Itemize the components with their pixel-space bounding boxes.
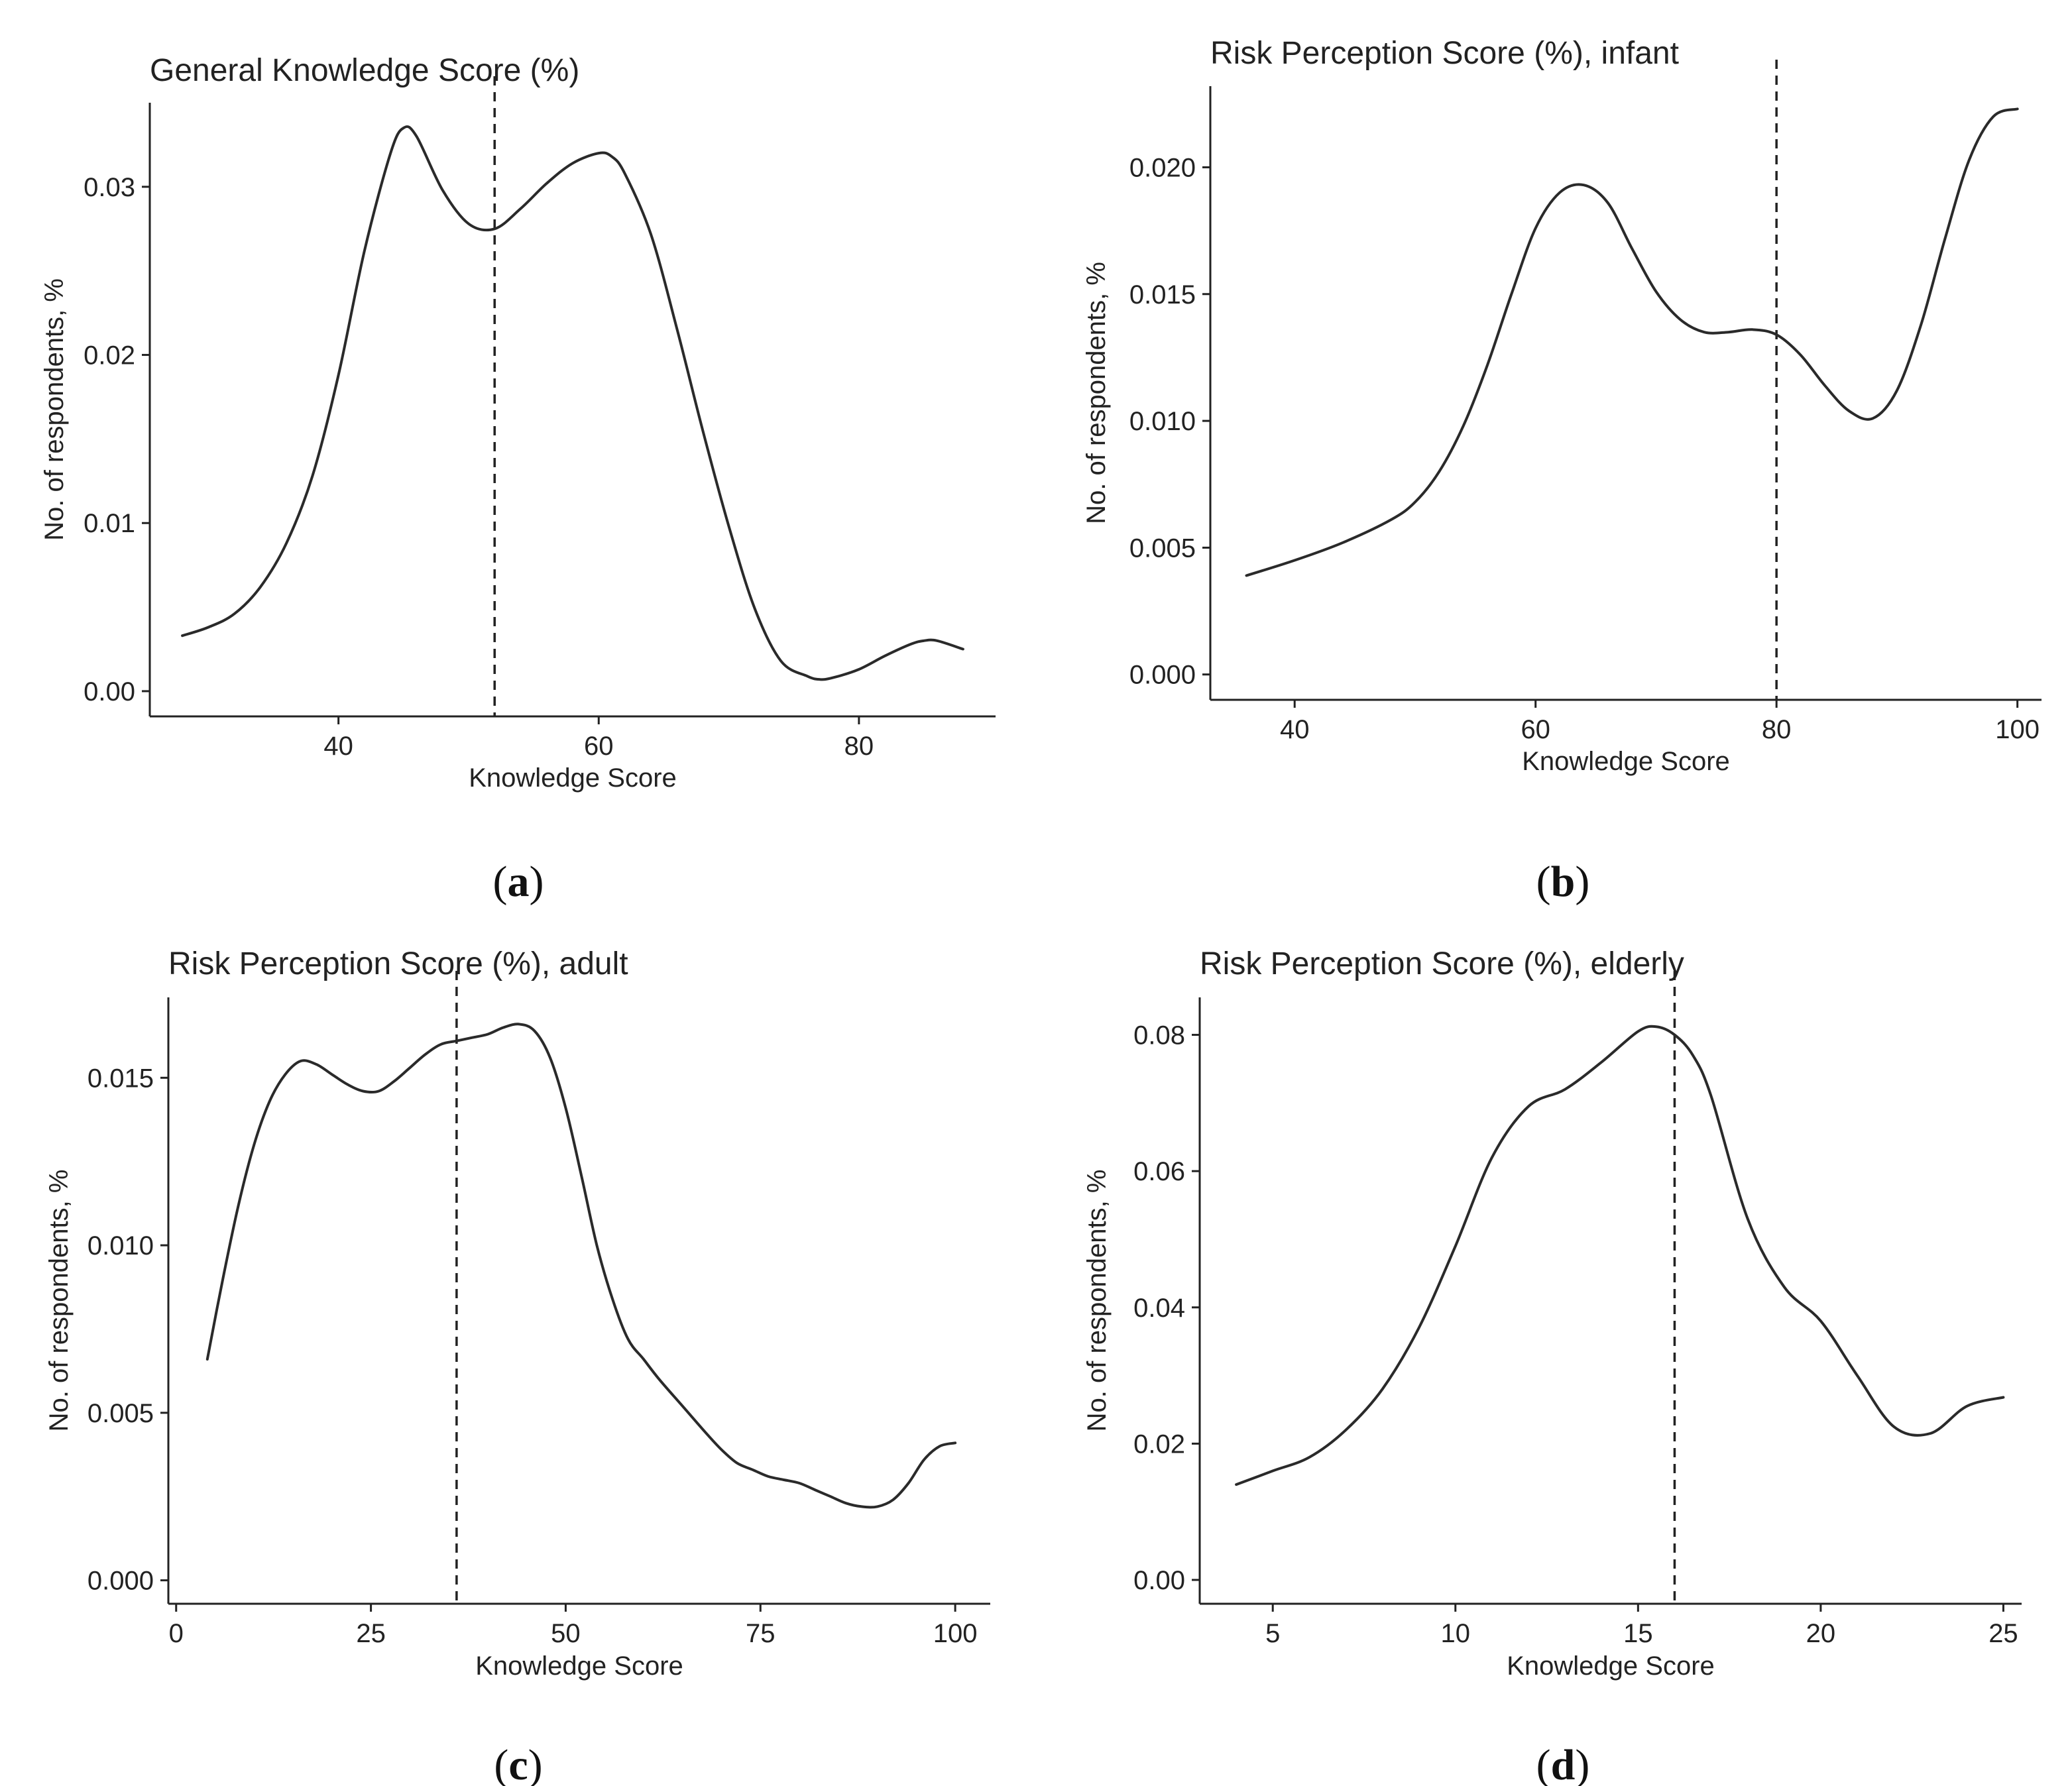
- panel-caption: (d): [1536, 1741, 1590, 1786]
- caption-close-paren: ): [1575, 858, 1589, 906]
- y-tick-label: 0.04: [1133, 1294, 1185, 1323]
- x-axis-label: Knowledge Score: [475, 1651, 683, 1681]
- chart-panel-c: Risk Perception Score (%), adult 0.000 0.0…: [44, 946, 990, 1786]
- x-tick-label: 40: [323, 732, 353, 761]
- x-tick-label: 60: [1521, 715, 1550, 744]
- y-axis-label: No. of respondents, %: [40, 278, 69, 541]
- y-tick-label: 0.020: [1129, 153, 1196, 182]
- caption-open-paren: (: [1536, 1741, 1551, 1786]
- caption-open-paren: (: [494, 1741, 508, 1786]
- density-curve: [205, 1023, 957, 1509]
- x-tick-label: 15: [1623, 1619, 1653, 1648]
- x-tick-label: 50: [551, 1619, 581, 1648]
- density-curve: [1235, 1025, 2005, 1486]
- y-tick-label: 0.02: [1133, 1429, 1185, 1459]
- x-tick-label: 100: [1995, 715, 2040, 744]
- y-axis-label: No. of respondents, %: [1082, 262, 1111, 524]
- panel-caption: (a): [493, 858, 544, 906]
- caption-open-paren: (: [493, 858, 508, 906]
- y-tick-label: 0.005: [87, 1399, 154, 1428]
- y-axis-label: No. of respondents, %: [44, 1170, 74, 1432]
- chart-title: General Knowledge Score (%): [150, 53, 579, 88]
- x-tick-label: 25: [1988, 1619, 2018, 1648]
- x-tick-label: 100: [933, 1619, 978, 1648]
- x-tick-label: 80: [1762, 715, 1792, 744]
- chart-panel-a: General Knowledge Score (%) 0.00 0.01 0.02 0…: [40, 53, 996, 906]
- y-tick-label: 0.01: [84, 509, 135, 538]
- x-tick-label: 40: [1280, 715, 1310, 744]
- y-tick-label: 0.08: [1133, 1021, 1185, 1050]
- density-curve: [181, 125, 964, 681]
- y-tick-label: 0.00: [84, 677, 135, 706]
- x-axis-label: Knowledge Score: [1522, 747, 1730, 776]
- panel-caption: (c): [494, 1741, 542, 1786]
- caption-open-paren: (: [1536, 858, 1551, 906]
- x-tick-label: 5: [1265, 1619, 1280, 1648]
- y-tick-label: 0.005: [1129, 533, 1196, 563]
- y-tick-label: 0.02: [84, 341, 135, 370]
- density-curve: [1245, 107, 2019, 577]
- y-axis-label: No. of respondents, %: [1082, 1170, 1112, 1432]
- caption-close-paren: ): [530, 858, 544, 906]
- x-axis-label: Knowledge Score: [1507, 1651, 1715, 1681]
- caption-letter: d: [1551, 1741, 1576, 1786]
- x-tick-label: 20: [1806, 1619, 1836, 1648]
- chart-title: Risk Perception Score (%), elderly: [1200, 946, 1684, 981]
- caption-letter: b: [1551, 858, 1576, 906]
- x-tick-label: 25: [356, 1619, 386, 1648]
- chart-panel-d: Risk Perception Score (%), elderly 0.00 0.…: [1082, 946, 2022, 1786]
- y-tick-label: 0.000: [87, 1567, 154, 1596]
- x-tick-label: 60: [584, 732, 614, 761]
- y-tick-label: 0.010: [1129, 407, 1196, 436]
- chart-panel-b: Risk Perception Score (%), infant 0.000 0.…: [1082, 36, 2042, 906]
- y-tick-label: 0.03: [84, 173, 135, 202]
- y-tick-label: 0.010: [87, 1231, 154, 1260]
- y-tick-label: 0.000: [1129, 661, 1196, 690]
- caption-letter: a: [508, 858, 530, 906]
- x-tick-label: 75: [746, 1619, 776, 1648]
- x-tick-label: 0: [169, 1619, 184, 1648]
- y-tick-label: 0.015: [87, 1064, 154, 1093]
- chart-title: Risk Perception Score (%), adult: [168, 946, 628, 981]
- caption-letter: c: [508, 1741, 528, 1786]
- chart-title: Risk Perception Score (%), infant: [1210, 36, 1679, 71]
- y-tick-label: 0.00: [1133, 1566, 1185, 1595]
- caption-close-paren: ): [528, 1741, 543, 1786]
- y-tick-label: 0.015: [1129, 280, 1196, 309]
- caption-close-paren: ): [1575, 1741, 1589, 1786]
- y-tick-label: 0.06: [1133, 1157, 1185, 1186]
- x-axis-label: Knowledge Score: [469, 763, 677, 793]
- panel-caption: (b): [1536, 858, 1590, 906]
- x-tick-label: 10: [1441, 1619, 1471, 1648]
- x-tick-label: 80: [844, 732, 874, 761]
